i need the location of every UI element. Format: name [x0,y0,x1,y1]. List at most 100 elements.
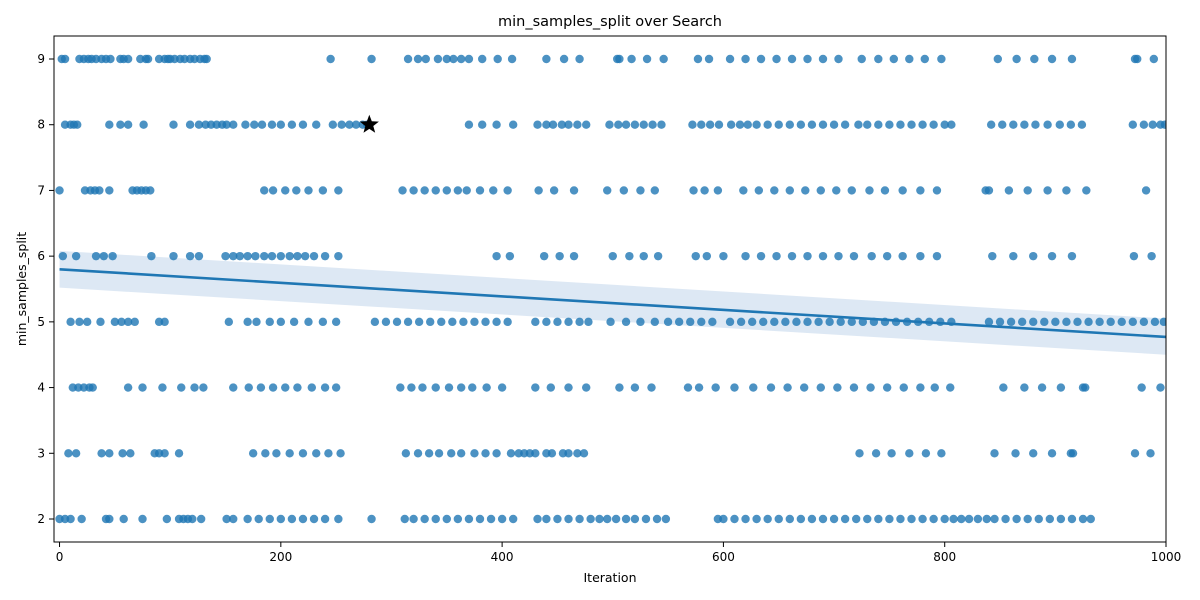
data-point [854,120,863,129]
data-point [287,514,297,524]
data-point [834,251,843,261]
data-point [73,120,82,129]
data-point [105,449,114,458]
data-point [818,54,828,64]
data-point [413,54,423,64]
data-point [849,383,859,392]
data-point [863,514,872,524]
data-point [449,54,458,64]
data-point [849,251,859,261]
data-point [403,54,413,64]
data-point [807,120,817,129]
data-point [542,120,551,129]
data-point [188,514,197,524]
data-point [725,54,735,64]
data-point [326,54,335,64]
data-point [478,54,487,64]
data-point [553,514,562,524]
data-point [77,514,86,524]
data-point [714,120,724,129]
data-point [932,186,942,195]
data-point [621,317,631,327]
data-point [492,251,501,261]
data-point [937,54,946,64]
data-point [470,449,479,458]
data-point [752,514,761,524]
data-point [1030,54,1039,64]
data-point [91,251,101,261]
data-point [99,251,108,261]
data-point [766,383,776,392]
data-point [735,120,745,129]
data-point [803,54,812,64]
data-point [880,186,890,195]
data-point [621,514,631,524]
data-point [825,317,834,327]
data-point [573,449,582,458]
data-point [772,54,781,64]
data-point [381,317,391,327]
data-point [575,514,584,524]
data-point [276,120,286,129]
data-point [243,251,252,261]
data-point [763,514,772,524]
data-point [816,383,825,392]
data-point [1146,449,1155,458]
data-point [285,449,294,458]
data-point [907,120,916,129]
data-point [693,54,703,64]
data-point [489,186,498,195]
data-point [331,317,341,327]
data-point [174,449,184,458]
data-point [929,120,938,129]
data-point [615,54,624,64]
data-point [851,514,861,524]
data-point [162,514,172,524]
data-point [650,186,660,195]
data-point [621,120,631,129]
data-point [743,120,752,129]
data-point [298,120,308,129]
data-point [871,449,881,458]
data-point [905,54,914,64]
data-point [398,186,407,195]
data-point [254,514,263,524]
data-point [71,251,81,261]
data-point [119,514,128,524]
data-point [603,186,612,195]
data-point [606,317,615,327]
data-point [475,186,485,195]
data-point [697,317,706,327]
data-point [736,317,746,327]
y-axis-label: min_samples_split [14,232,29,346]
data-point [674,317,684,327]
data-point [267,251,277,261]
data-point [1045,514,1055,524]
x-tick-label: 200 [269,550,292,564]
data-point [304,317,313,327]
data-point [964,514,974,524]
data-point [630,383,640,392]
data-point [834,54,843,64]
data-point [1137,383,1146,392]
data-point [1160,120,1166,129]
data-point [719,514,728,524]
data-point [82,317,92,327]
data-point [1133,54,1142,64]
data-point [833,383,842,392]
data-point [756,251,766,261]
data-point [1004,186,1014,195]
data-point [293,383,302,392]
data-point [447,449,456,458]
data-point [1051,317,1060,327]
data-point [642,54,652,64]
data-point [542,54,551,64]
data-point [918,120,927,129]
data-point [929,514,938,524]
data-point [1047,54,1057,64]
data-point [807,514,817,524]
data-point [855,449,864,458]
data-point [1047,449,1057,458]
data-point [177,383,186,392]
data-point [763,120,772,129]
